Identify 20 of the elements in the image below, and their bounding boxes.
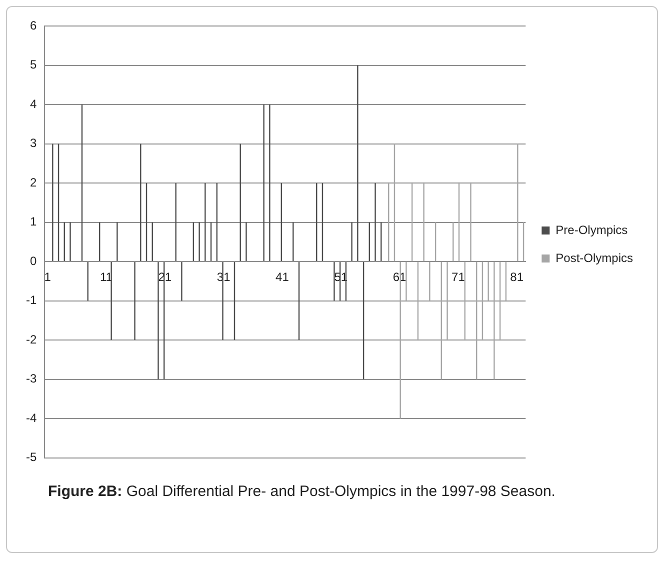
legend-label: Pre-Olympics xyxy=(556,222,628,237)
y-tick-label: 2 xyxy=(30,175,37,190)
y-tick-label: 3 xyxy=(30,136,37,150)
x-tick-label: 71 xyxy=(452,270,466,284)
y-tick-label: -3 xyxy=(26,372,37,386)
y-tick-label: 1 xyxy=(30,214,37,229)
y-tick-label: -1 xyxy=(26,293,37,308)
y-tick-label: 6 xyxy=(30,18,37,32)
y-tick-label: 5 xyxy=(30,58,37,72)
y-tick-label: -4 xyxy=(26,410,37,425)
y-tick-label: 0 xyxy=(30,254,37,268)
y-tick-label: -2 xyxy=(26,332,37,346)
x-tick-label: 61 xyxy=(392,270,407,284)
y-tick-label: -5 xyxy=(26,450,37,464)
y-tick-label: 4 xyxy=(30,96,37,111)
legend-label: Post-Olympics xyxy=(556,250,633,265)
x-tick-label: 81 xyxy=(510,270,524,284)
x-tick-label: 1 xyxy=(44,270,52,284)
caption: Figure 2B: Goal Differential Pre- and Post-Olympics in the 1997-98 Season. xyxy=(48,482,556,502)
x-tick-label: 41 xyxy=(276,270,290,284)
